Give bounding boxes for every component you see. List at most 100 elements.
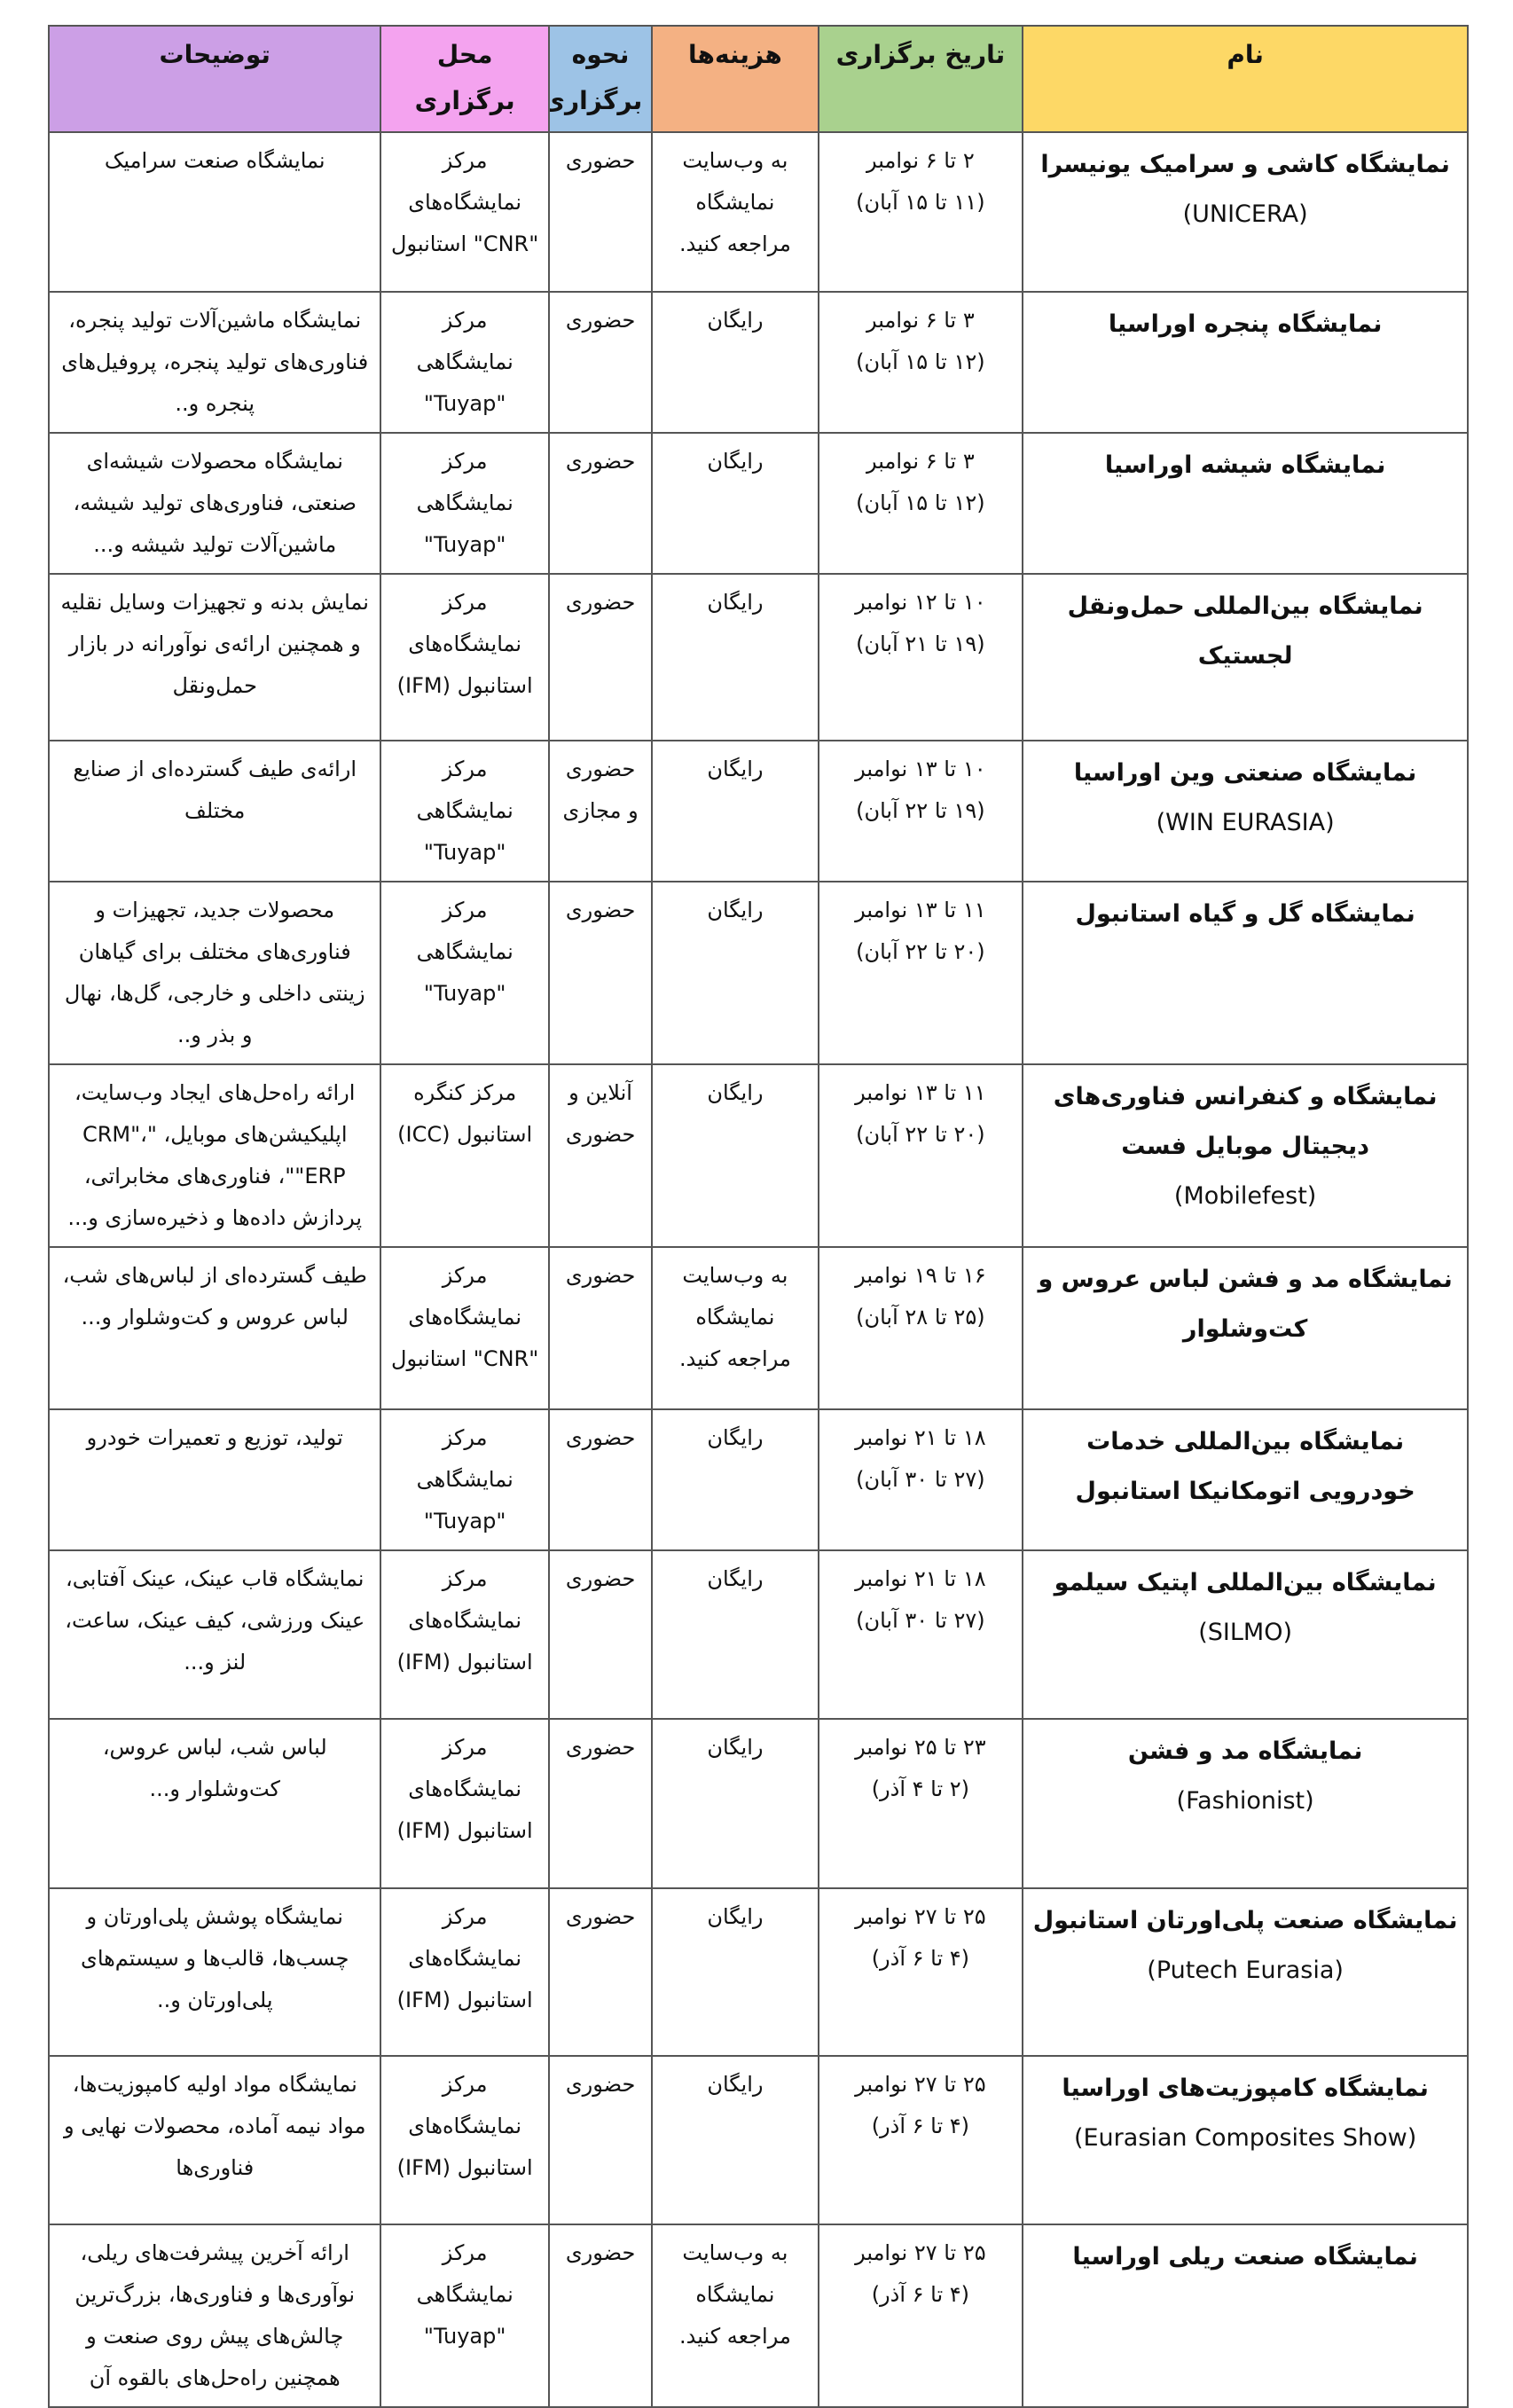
mode-cell: حضوری و مجازی [547, 740, 654, 882]
exhibition-name: نمایشگاه و کنفرانس فناوری‌های دیجیتال مو… [1053, 1083, 1438, 1160]
mode-cell: حضوری [547, 131, 654, 293]
table-row: نمایشگاه صنعت پلی‌اورتان استانبول (Putech… [47, 1887, 1469, 2057]
exhibition-name: نمایشگاه شیشه اوراسیا [1104, 451, 1386, 479]
table-row: نمایشگاه صنعت ریلی اوراسیا ۲۵ تا ۲۷ نوامب… [47, 2224, 1469, 2408]
date-persian: (۱۲ تا ۱۵ آبان) [856, 490, 985, 515]
exhibition-name-cell: نمایشگاه صنعت ریلی اوراسیا [1022, 2224, 1469, 2408]
date-gregorian: ۱۶ تا ۱۹ نوامبر [855, 1263, 986, 1288]
exhibition-name-cell: نمایشگاه بین‌المللی حمل‌ونقل لجستیک [1022, 573, 1469, 741]
exhibition-english-name: (WIN EURASIA) [1156, 809, 1335, 836]
exhibition-name: نمایشگاه بین‌المللی خدمات خودرویی اتومکا… [1075, 1428, 1415, 1505]
venue-cell: مرکز نمایشگاه‌های استانبول (IFM) [380, 2055, 550, 2225]
date-gregorian: ۱۱ تا ۱۳ نوامبر [855, 1080, 986, 1105]
date-cell: ۱۰ تا ۱۲ نوامبر (۱۹ تا ۲۱ آبان) [817, 573, 1024, 741]
date-cell: ۲ تا ۶ نوامبر (۱۱ تا ۱۵ آبان) [817, 131, 1024, 293]
venue-cell: مرکز کنگره استانبول (ICC) [380, 1063, 550, 1248]
cost-cell: به وب‌سایت نمایشگاه مراجعه کنید. [651, 1246, 819, 1410]
exhibition-name-cell: نمایشگاه پنجره اوراسیا [1022, 291, 1469, 434]
date-cell: ۲۳ تا ۲۵ نوامبر (۲ تا ۴ آذر) [817, 1718, 1024, 1889]
exhibition-english-name: (Mobilefest) [1173, 1182, 1317, 1210]
header-row: نام تاریخ برگزاری هزینه‌ها نحوه برگزاری … [47, 25, 1469, 133]
venue-cell: مرکز نمایشگاه‌های "CNR" استانبول [380, 131, 550, 293]
venue-cell: مرکز نمایشگاهی "Tuyap" [380, 881, 550, 1065]
date-persian: (۱۹ تا ۲۲ آبان) [856, 798, 985, 823]
date-persian: (۱۲ تا ۱۵ آبان) [856, 349, 985, 374]
cost-cell: رایگان [651, 1887, 819, 2057]
exhibition-name-cell: نمایشگاه مد و فشن لباس عروس و کت‌وشلوار [1022, 1246, 1469, 1410]
date-persian: (۴ تا ۶ آذر) [871, 1946, 970, 1971]
exhibition-name: نمایشگاه پنجره اوراسیا [1108, 310, 1383, 338]
description-cell: محصولات جدید، تجهیزات و فناوری‌های مختلف… [47, 881, 382, 1065]
date-persian: (۲ تا ۴ آذر) [871, 1777, 970, 1801]
date-cell: ۱۱ تا ۱۳ نوامبر (۲۰ تا ۲۲ آبان) [817, 881, 1024, 1065]
date-gregorian: ۱۸ تا ۲۱ نوامبر [855, 1425, 986, 1450]
date-gregorian: ۱۰ تا ۱۲ نوامبر [855, 590, 986, 615]
date-gregorian: ۱۰ تا ۱۳ نوامبر [855, 757, 986, 781]
cost-cell: رایگان [651, 1549, 819, 1720]
date-cell: ۱۸ تا ۲۱ نوامبر (۲۷ تا ۳۰ آبان) [817, 1408, 1024, 1551]
description-cell: نمایشگاه مواد اولیه کامپوزیت‌ها، مواد نی… [47, 2055, 382, 2225]
venue-cell: مرکز نمایشگاهی "Tuyap" [380, 2224, 550, 2408]
exhibition-name: نمایشگاه صنعتی وین اوراسیا [1073, 759, 1417, 787]
date-persian: (۲۵ تا ۲۸ آبان) [856, 1305, 985, 1329]
mode-cell: حضوری [547, 1887, 654, 2057]
table-row: نمایشگاه گل و گیاه استانبول ۱۱ تا ۱۳ نوام… [47, 881, 1469, 1065]
exhibition-english-name: (Eurasian Composites Show) [1073, 2124, 1417, 2152]
table-row: نمایشگاه و کنفرانس فناوری‌های دیجیتال مو… [47, 1063, 1469, 1248]
table-row: نمایشگاه مد و فشن (Fashionist) ۲۳ تا ۲۵ نو… [47, 1718, 1469, 1889]
cost-cell: به وب‌سایت نمایشگاه مراجعه کنید. [651, 2224, 819, 2408]
exhibition-name-cell: نمایشگاه کاشی و سرامیک یونیسرا (UNICERA) [1022, 131, 1469, 293]
mode-cell: حضوری [547, 291, 654, 434]
date-persian: (۲۰ تا ۲۲ آبان) [856, 1122, 985, 1147]
date-persian: (۴ تا ۶ آذر) [871, 2114, 970, 2138]
exhibition-english-name: (Fashionist) [1176, 1787, 1314, 1815]
header-mode: نحوه برگزاری [547, 25, 654, 133]
cost-cell: رایگان [651, 2055, 819, 2225]
mode-cell: حضوری [547, 432, 654, 575]
date-persian: (۲۷ تا ۳۰ آبان) [856, 1467, 985, 1492]
description-cell: لباس شب، لباس عروس، کت‌وشلوار و... [47, 1718, 382, 1889]
date-gregorian: ۲۵ تا ۲۷ نوامبر [855, 1904, 986, 1929]
cost-cell: رایگان [651, 291, 819, 434]
date-cell: ۳ تا ۶ نوامبر (۱۲ تا ۱۵ آبان) [817, 432, 1024, 575]
exhibition-name: نمایشگاه مد و فشن لباس عروس و کت‌وشلوار [1038, 1266, 1453, 1343]
date-cell: ۲۵ تا ۲۷ نوامبر (۴ تا ۶ آذر) [817, 2055, 1024, 2225]
mode-cell: حضوری [547, 1718, 654, 1889]
mode-cell: حضوری [547, 2055, 654, 2225]
mode-cell: حضوری [547, 1246, 654, 1410]
cost-cell: رایگان [651, 740, 819, 882]
header-venue: محل برگزاری [380, 25, 550, 133]
exhibition-name-cell: نمایشگاه کامپوزیت‌های اوراسیا (Eurasian C… [1022, 2055, 1469, 2225]
exhibition-english-name: (UNICERA) [1182, 200, 1308, 228]
header-desc: توضیحات [47, 25, 382, 133]
venue-cell: مرکز نمایشگاهی "Tuyap" [380, 740, 550, 882]
description-cell: نمایشگاه صنعت سرامیک [47, 131, 382, 293]
mode-cell: حضوری [547, 1408, 654, 1551]
description-cell: ارائه راه‌حل‌های ایجاد وب‌سایت، اپلیکیشن… [47, 1063, 382, 1248]
date-persian: (۴ تا ۶ آذر) [871, 2282, 970, 2307]
table-row: نمایشگاه بین‌المللی حمل‌ونقل لجستیک ۱۰ تا… [47, 573, 1469, 741]
cost-cell: رایگان [651, 1408, 819, 1551]
table-row: نمایشگاه بین‌المللی اپتیک سیلمو (SILMO) ۱۸… [47, 1549, 1469, 1720]
exhibition-name: نمایشگاه مد و فشن [1127, 1737, 1363, 1765]
date-gregorian: ۲۵ تا ۲۷ نوامبر [855, 2072, 986, 2097]
venue-cell: مرکز نمایشگاهی "Tuyap" [380, 432, 550, 575]
date-cell: ۲۵ تا ۲۷ نوامبر (۴ تا ۶ آذر) [817, 1887, 1024, 2057]
date-persian: (۱۹ تا ۲۱ آبان) [856, 631, 985, 656]
exhibition-name-cell: نمایشگاه بین‌المللی اپتیک سیلمو (SILMO) [1022, 1549, 1469, 1720]
cost-cell: رایگان [651, 1718, 819, 1889]
date-persian: (۲۷ تا ۳۰ آبان) [856, 1608, 985, 1633]
table-row: نمایشگاه شیشه اوراسیا ۳ تا ۶ نوامبر (۱۲ تا… [47, 432, 1469, 575]
header-name: نام [1022, 25, 1469, 133]
description-cell: نمایش بدنه و تجهیزات وسایل نقلیه و همچنی… [47, 573, 382, 741]
venue-cell: مرکز نمایشگاه‌های استانبول (IFM) [380, 1887, 550, 2057]
date-gregorian: ۲ تا ۶ نوامبر [866, 148, 975, 173]
exhibition-english-name: (SILMO) [1198, 1619, 1293, 1646]
date-gregorian: ۳ تا ۶ نوامبر [866, 308, 975, 333]
description-cell: نمایشگاه ماشین‌آلات تولید پنجره، فناوری‌… [47, 291, 382, 434]
date-cell: ۱۶ تا ۱۹ نوامبر (۲۵ تا ۲۸ آبان) [817, 1246, 1024, 1410]
description-cell: ارائه‌ی طیف گسترده‌ای از صنایع مختلف [47, 740, 382, 882]
table-row: نمایشگاه بین‌المللی خدمات خودرویی اتومکا… [47, 1408, 1469, 1551]
exhibition-name: نمایشگاه بین‌المللی اپتیک سیلمو [1054, 1569, 1437, 1596]
exhibition-name-cell: نمایشگاه مد و فشن (Fashionist) [1022, 1718, 1469, 1889]
